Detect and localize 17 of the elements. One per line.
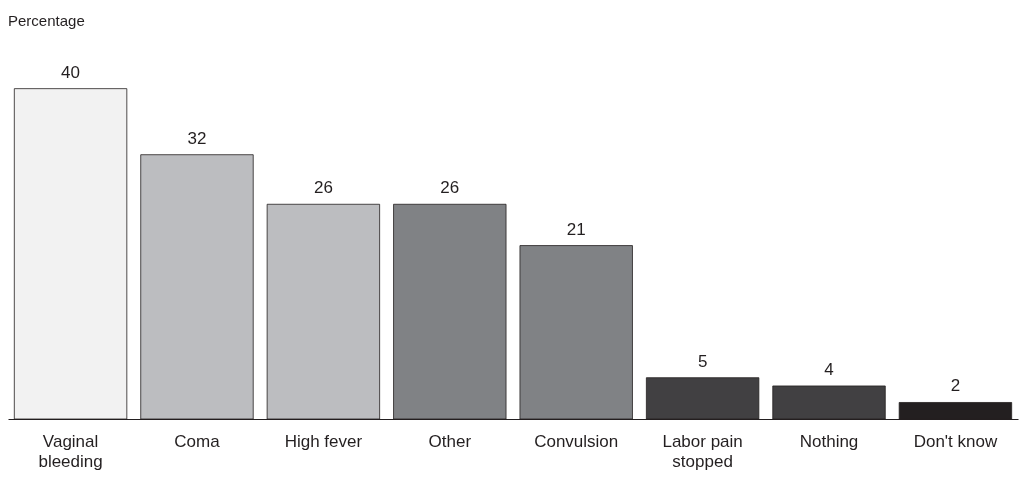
x-tick-label: High fever [284,431,363,451]
x-tick-label: Nothing [799,431,859,451]
x-tick-label: Convulsion [534,431,619,451]
data-label: 21 [566,219,586,239]
y-axis-title: Percentage [8,12,85,29]
data-label: 4 [824,359,834,379]
x-tick-label: Vaginal bleeding [38,431,103,471]
data-label: 26 [313,178,333,198]
x-tick-label: Other [428,431,472,451]
data-label: 40 [61,62,81,82]
x-tick-label: Don't know [913,431,998,451]
data-label: 32 [187,128,207,148]
x-tick-label: Coma [174,431,221,451]
data-label: 5 [697,351,708,371]
data-label: 26 [440,178,460,198]
data-label: 2 [950,376,961,396]
x-tick-label: Labor pain stopped [662,431,743,471]
